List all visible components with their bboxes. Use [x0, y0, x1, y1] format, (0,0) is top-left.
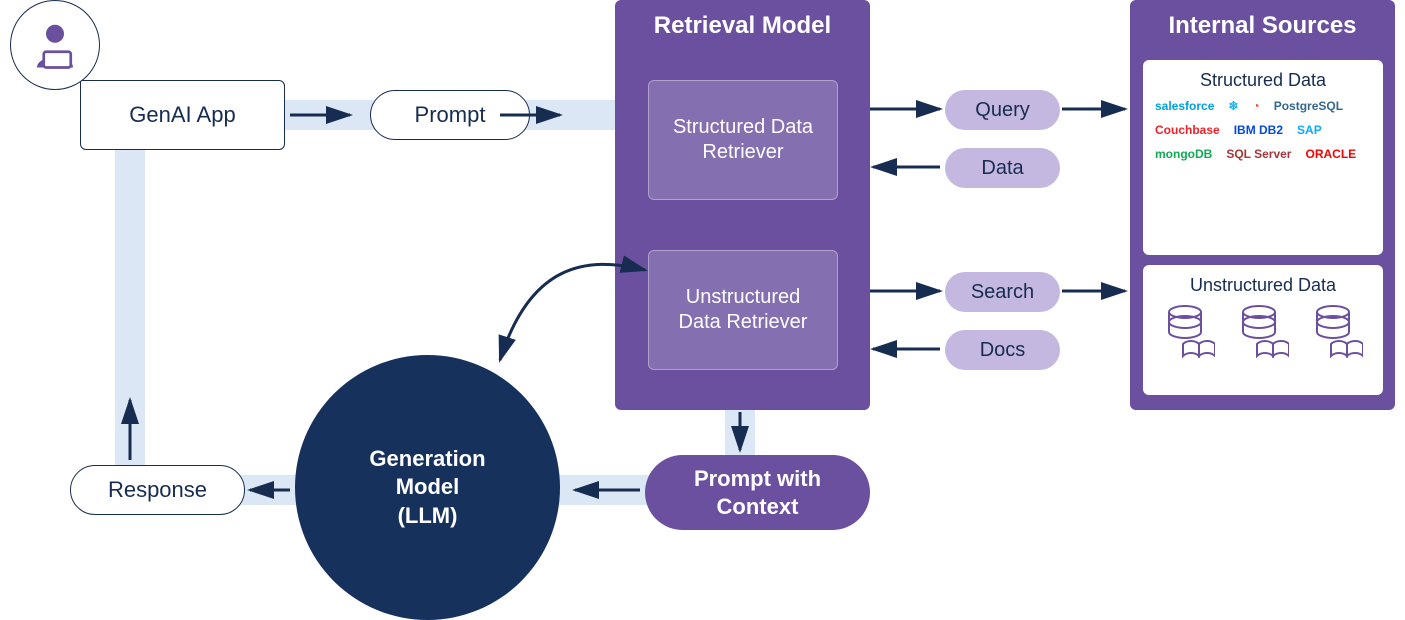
arrow-llm-retrieval-loop: [500, 264, 645, 360]
arrows-layer: [0, 0, 1405, 620]
